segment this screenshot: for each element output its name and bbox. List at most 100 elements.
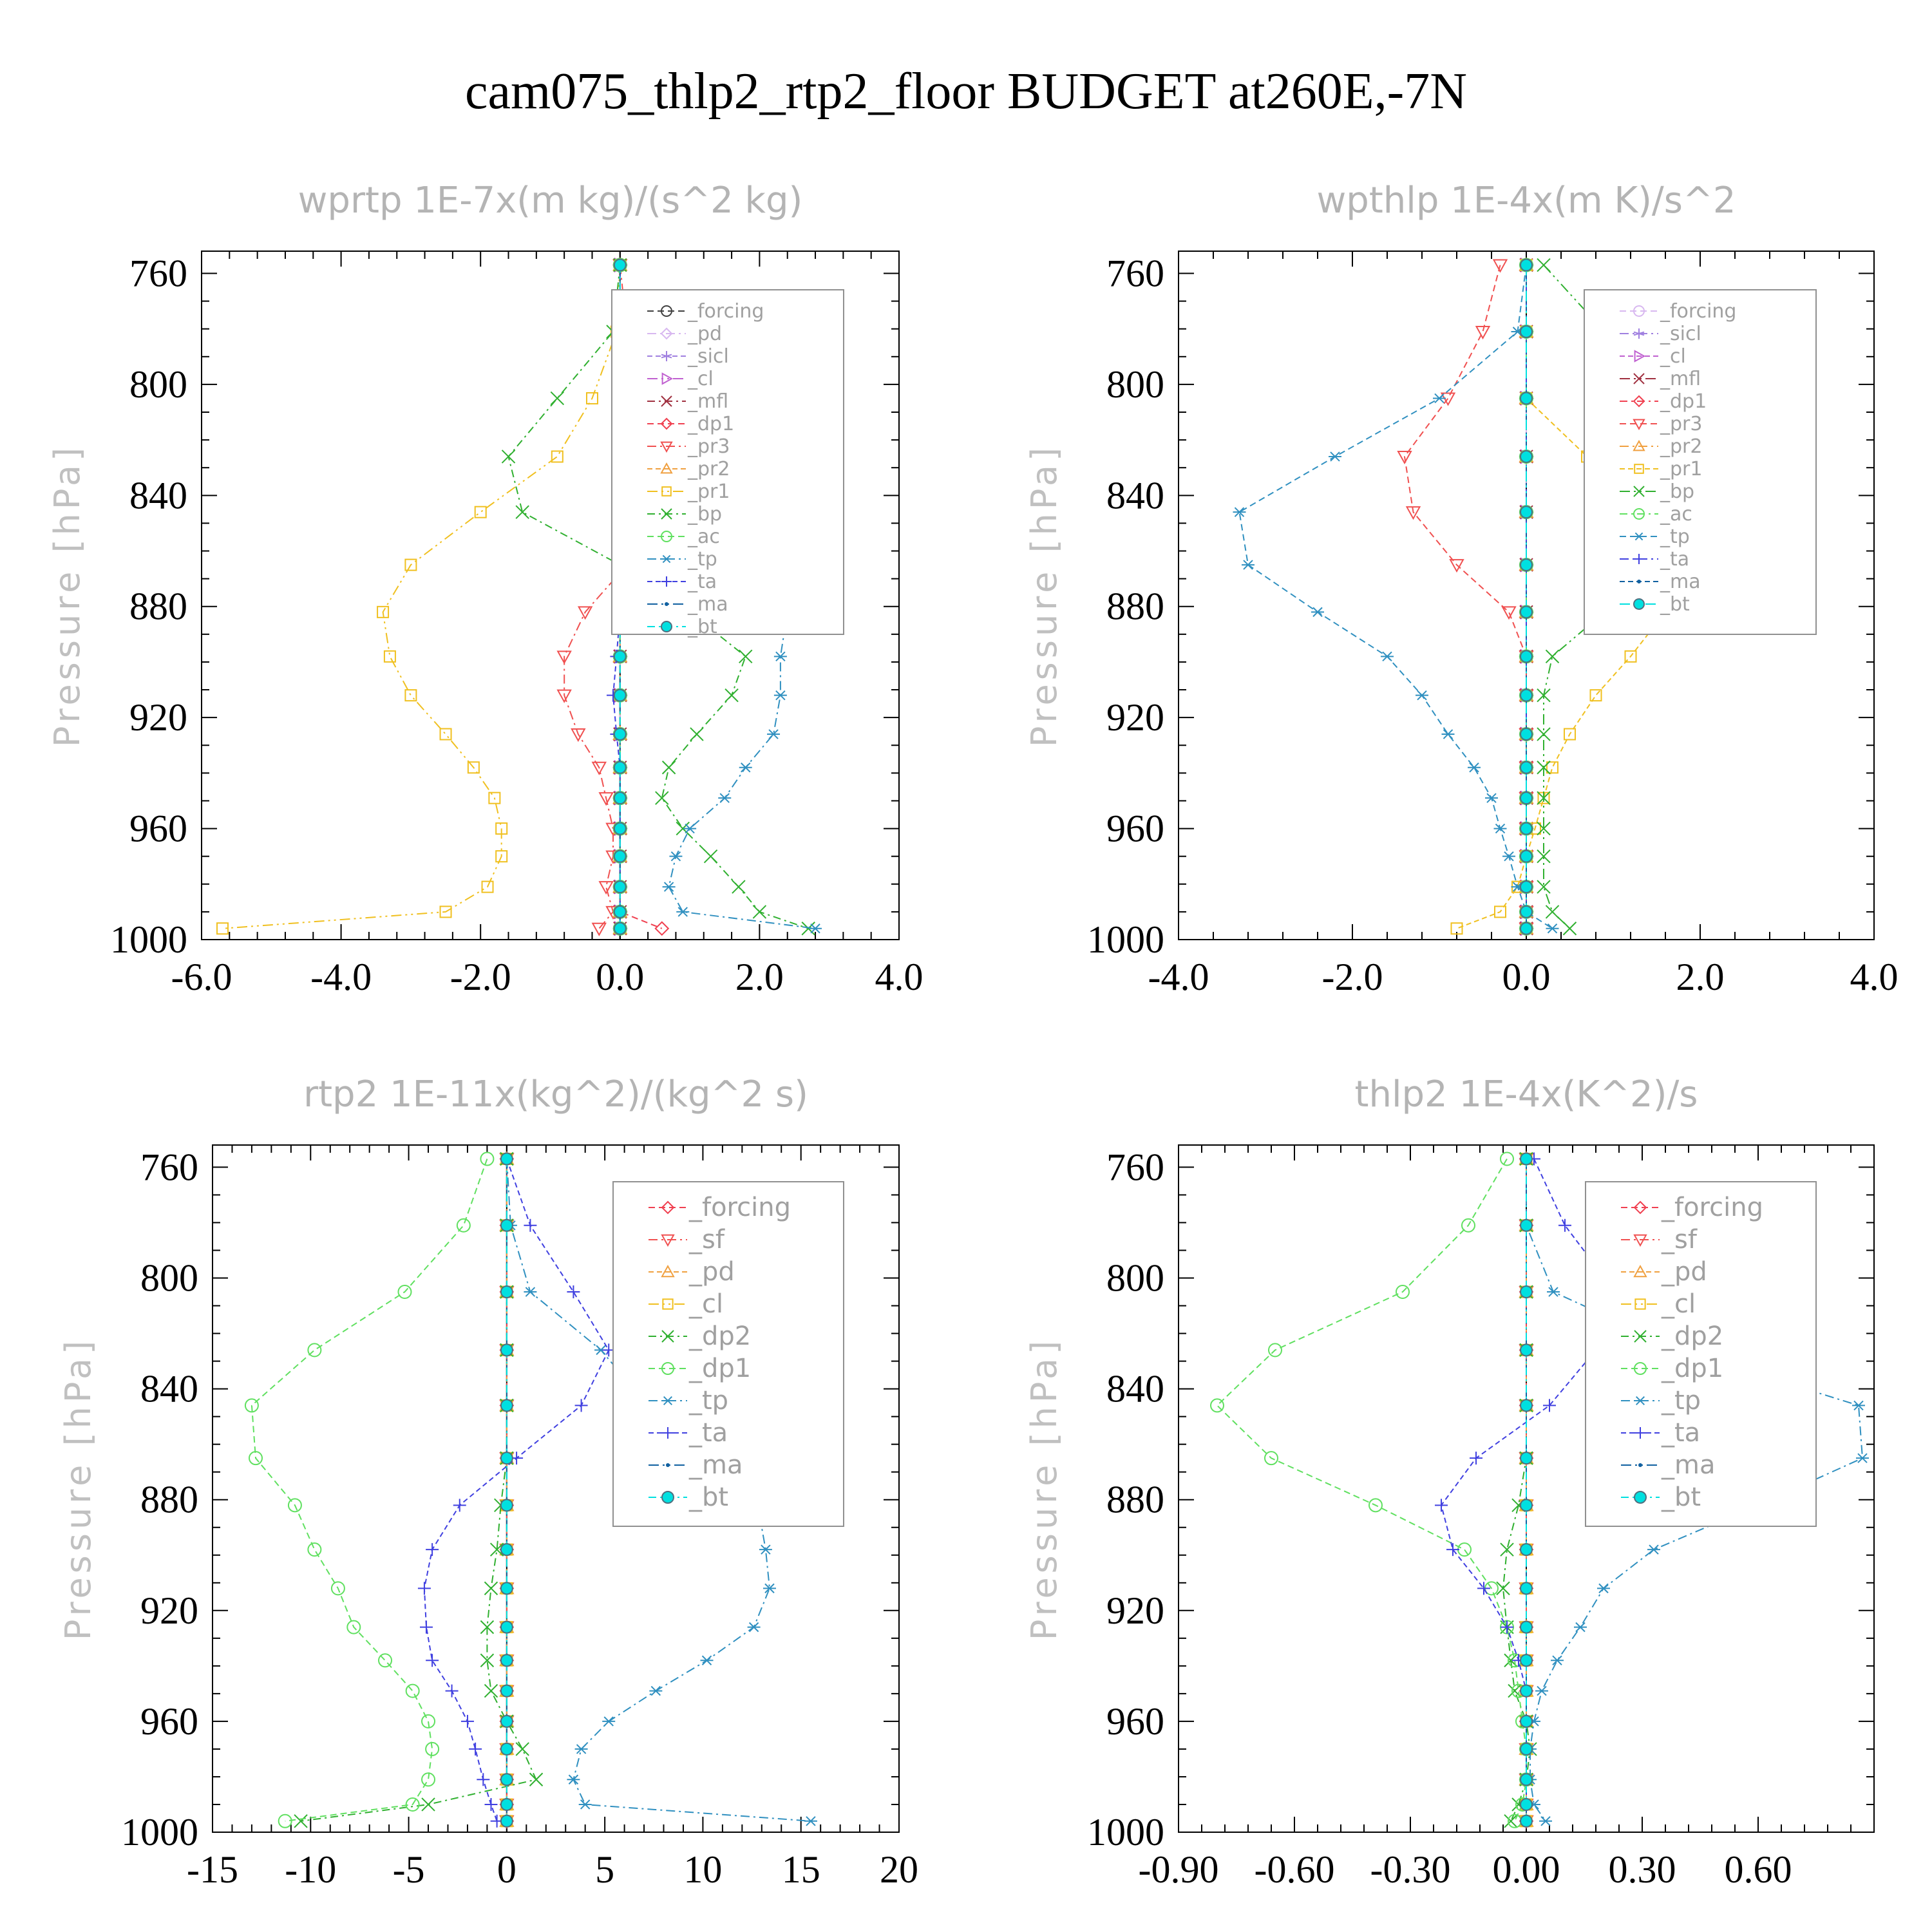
y-axis-label: Pressure [hPa] [1024,444,1065,747]
legend-marker [662,1298,674,1310]
data-point [661,761,676,775]
series-pr1 [216,259,627,935]
data-point [1647,1544,1660,1555]
data-point [1470,1452,1482,1465]
data-point [307,1343,322,1358]
data-point [1501,606,1517,620]
data-point [683,823,697,834]
legend-marker [1633,486,1645,497]
data-point [500,1654,513,1667]
data-point [773,690,787,701]
data-point [567,1285,580,1299]
data-point [567,1774,580,1785]
y-tick-label: 800 [1106,1257,1164,1300]
legend-marker [661,576,672,587]
y-tick-label: 760 [129,252,187,294]
data-point [500,1742,513,1756]
legend-label: _ta [687,571,717,593]
data-point [480,1653,495,1667]
data-point [529,1772,544,1786]
data-point [655,791,669,805]
legend-marker [666,1463,670,1467]
data-point [500,1582,513,1595]
legend-marker [661,395,672,407]
series-line [1456,265,1666,929]
data-point [515,1742,529,1756]
panel-title: wprtp 1E-7x(m kg)/(s^2 kg) [298,180,803,222]
legend-marker [662,1396,674,1406]
series-dp1 [1210,1151,1533,1828]
legend-marker [1633,439,1645,451]
series-ta [417,1152,616,1828]
data-point [747,1622,761,1633]
x-tick-label: 20 [880,1848,918,1891]
legend-label: _ac [687,526,720,548]
data-point [1558,1218,1571,1232]
legend-label: _bt [1660,593,1690,616]
x-tick-label: 0.0 [596,956,644,998]
data-point [495,850,508,863]
legend-marker [1633,419,1645,431]
data-point [1450,922,1463,935]
legend-marker [1634,1491,1647,1504]
legend-label: _bp [687,503,722,526]
data-point [762,1583,776,1594]
chart-panels: wprtp 1E-7x(m kg)/(s^2 kg) -6.0 -4.0 -2.0 0.… [47,180,1899,1891]
y-tick-label: 1000 [1087,918,1164,961]
data-point [1537,761,1551,775]
legend-label: _pd [688,1257,735,1287]
series-dp1 [244,1151,495,1828]
x-tick-label: 2.0 [735,956,784,998]
data-point [500,1543,513,1557]
legend-marker [660,327,673,340]
data-point [613,905,627,918]
x-tick-label: 0.60 [1725,1848,1792,1891]
legend-marker [1634,1330,1647,1343]
data-point [426,1654,439,1667]
data-point [1597,1583,1610,1594]
data-point [484,1581,498,1596]
data-point [1520,1654,1533,1667]
y-axis-label: Pressure [hPa] [47,444,88,747]
data-point [1210,1398,1224,1413]
y-tick-label: 1000 [1087,1811,1164,1853]
x-tick-label: 5 [595,1848,614,1891]
legend-label: _forcing [1661,1193,1763,1222]
legend-label: _ta [1660,548,1689,571]
data-point [469,1742,482,1756]
data-point [1502,851,1515,862]
legend-marker [661,1234,675,1247]
legend-label: _dp1 [1661,1354,1723,1383]
data-point [1500,1151,1514,1166]
data-point [1441,729,1455,739]
data-point [739,762,752,773]
x-tick-label: -6.0 [171,956,232,998]
legend-marker [661,1264,675,1278]
data-point [439,728,452,741]
legend-label: _cl [688,1289,723,1319]
data-point [453,1499,466,1512]
data-point [613,258,627,272]
data-point [1537,727,1551,741]
legend-label: _bt [1661,1482,1701,1512]
x-tick-label: 0.0 [1502,956,1551,998]
data-point [752,905,767,919]
data-point [1564,728,1576,741]
series-dp2 [1496,1151,1537,1828]
x-tick-label: -0.30 [1370,1848,1451,1891]
data-point [1368,1498,1383,1513]
data-point [1520,1620,1533,1634]
legend-label: _dp1 [1660,390,1707,413]
data-point [378,1653,393,1668]
legend-marker [1633,1264,1647,1278]
legend-label: _sicl [1660,323,1701,345]
data-point [613,849,627,863]
data-point [1537,821,1551,836]
data-point [1547,1287,1560,1297]
data-point [1520,728,1533,741]
series-pr3 [1397,259,1534,936]
data-point [1543,1399,1556,1412]
data-point [1546,923,1559,934]
data-point [1520,506,1533,519]
